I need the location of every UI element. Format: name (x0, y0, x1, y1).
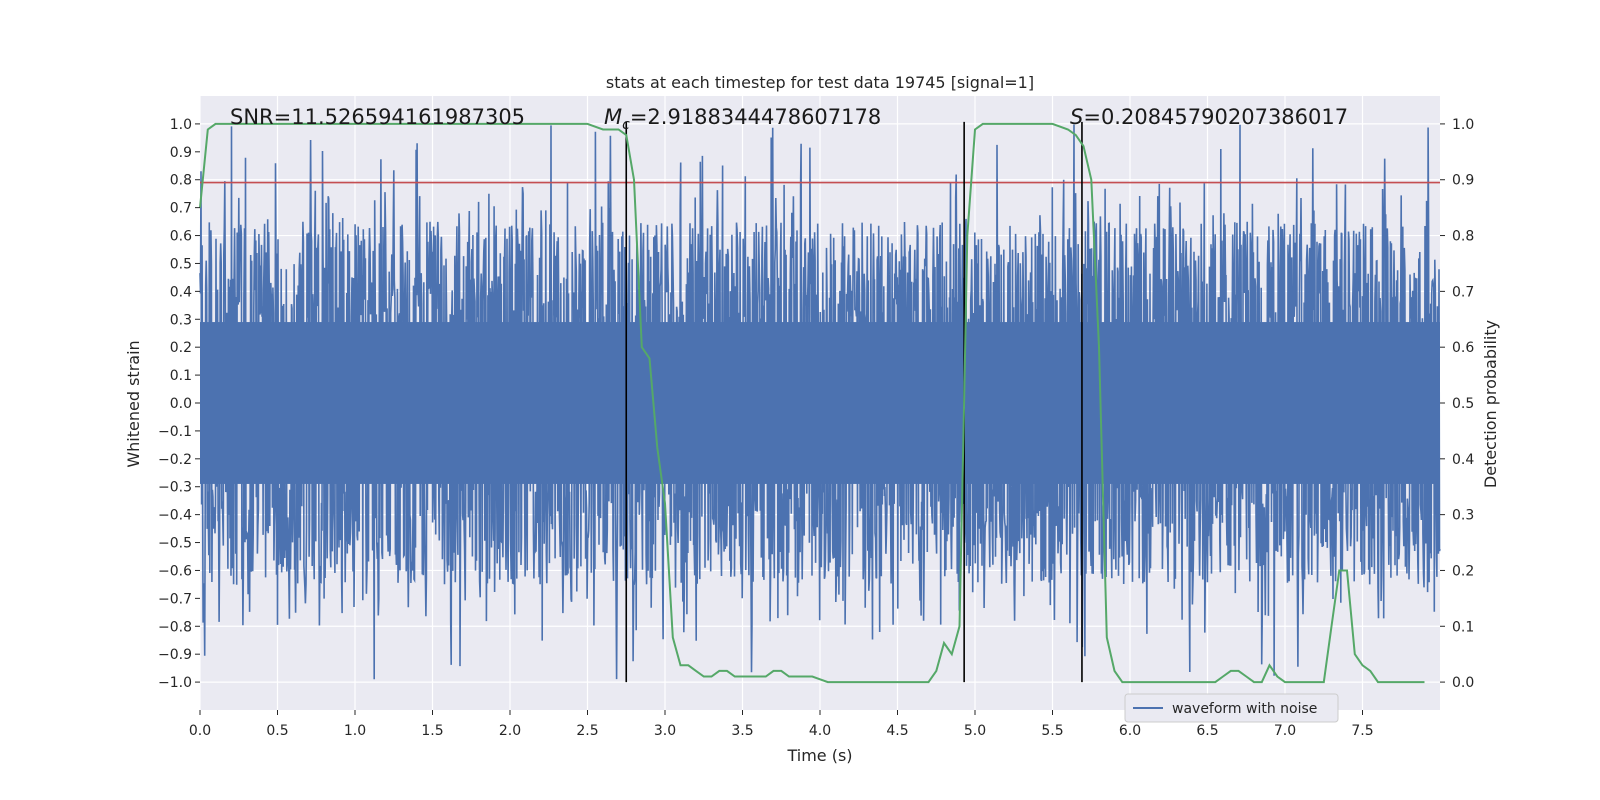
y2-tick-label-2: 0.8 (1452, 229, 1474, 245)
x-tick-label-0: 0.0 (189, 723, 211, 739)
waveform-series (199, 124, 1441, 680)
y-tick-label-15: −0.5 (158, 536, 192, 552)
y-tick-label-11: −0.1 (158, 424, 192, 440)
x-tick-label-4: 2.0 (499, 723, 521, 739)
x-tick-label-7: 3.5 (731, 723, 753, 739)
s-symbol: S (1070, 105, 1083, 129)
s-value: =0.20845790207386017 (1083, 105, 1348, 129)
y-tick-label-14: −0.4 (158, 508, 192, 524)
chirp-mass-value: =2.9188344478607178 (630, 105, 881, 129)
chart-title: stats at each timestep for test data 197… (606, 73, 1034, 92)
y2-tick-label-6: 0.4 (1452, 452, 1474, 468)
x-tick-label-2: 1.0 (344, 723, 366, 739)
y2-tick-label-4: 0.6 (1452, 340, 1474, 356)
probability-series (199, 122, 1425, 684)
y-tick-label-8: 0.2 (170, 340, 192, 356)
x-tick-label-1: 0.5 (266, 723, 288, 739)
y-tick-label-2: 0.8 (170, 173, 192, 189)
x-tick-label-8: 4.0 (809, 723, 831, 739)
y-tick-label-10: 0.0 (170, 396, 192, 412)
probability-line (199, 122, 1425, 684)
y-tick-label-16: −0.6 (158, 563, 192, 579)
y2-tick-label-10: 0.0 (1452, 675, 1474, 691)
s-annotation: S=0.20845790207386017 (1070, 105, 1348, 129)
y-tick-label-6: 0.4 (170, 284, 192, 300)
y2-tick-label-1: 0.9 (1452, 173, 1474, 189)
y-tick-label-7: 0.3 (170, 312, 192, 328)
y-tick-label-9: 0.1 (170, 368, 192, 384)
y-axis-label: Whitened strain (124, 340, 143, 467)
y-tick-label-13: −0.3 (158, 480, 192, 496)
y2-tick-label-9: 0.1 (1452, 619, 1474, 635)
snr-annotation: SNR=11.526594161987305 (230, 105, 525, 129)
legend-box (1124, 693, 1339, 723)
chirp-mass-annotation: Mc=2.9188344478607178 (604, 105, 881, 133)
y-tick-label-18: −0.8 (158, 619, 192, 635)
x-tick-label-6: 3.0 (654, 723, 676, 739)
y-tick-label-12: −0.2 (158, 452, 192, 468)
x-tick-label-9: 4.5 (886, 723, 908, 739)
y-tick-label-20: −1.0 (158, 675, 192, 691)
y2-tick-label-8: 0.2 (1452, 563, 1474, 579)
x-tick-label-3: 1.5 (421, 723, 443, 739)
chirp-mass-symbol: M (604, 105, 622, 129)
x-tick-label-15: 7.5 (1351, 723, 1373, 739)
y2-tick-label-5: 0.5 (1452, 396, 1474, 412)
x-tick-label-5: 2.5 (576, 723, 598, 739)
y-tick-label-19: −0.9 (158, 647, 192, 663)
legend: waveform with noise (1124, 693, 1339, 723)
x-tick-label-11: 5.5 (1041, 723, 1063, 739)
y2-axis-label: Detection probability (1481, 320, 1500, 488)
legend-label: waveform with noise (1172, 701, 1317, 717)
y-tick-label-5: 0.5 (170, 256, 192, 272)
chirp-mass-subscript: c (622, 117, 630, 133)
y-tick-label-1: 0.9 (170, 145, 192, 161)
x-tick-label-13: 6.5 (1196, 723, 1218, 739)
y2-tick-label-0: 1.0 (1452, 117, 1474, 133)
x-tick-labels: 0.0 0.5 1.0 1.5 2.0 2.5 3.0 3.5 4.0 4.5 5.0 5.5 6.0 6… (189, 710, 1374, 739)
x-tick-label-12: 6.0 (1119, 723, 1141, 739)
y-tick-label-4: 0.6 (170, 229, 192, 245)
y2-tick-label-3: 0.7 (1452, 284, 1474, 300)
y-tick-label-0: 1.0 (170, 117, 192, 133)
waveform-core (200, 322, 1440, 484)
y2-tick-label-7: 0.3 (1452, 508, 1474, 524)
y-tick-label-17: −0.7 (158, 591, 192, 607)
y-tick-labels: 1.0 0.9 0.8 0.7 0.6 0.5 0.4 0.3 0.2 0.1 0.0 −0.1 −0.… (158, 117, 200, 691)
y-tick-label-3: 0.7 (170, 201, 192, 217)
y2-tick-labels: 1.0 0.9 0.8 0.7 0.6 0.5 0.4 0.3 0.2 0.1 0.0 (1440, 117, 1474, 691)
x-axis-label: Time (s) (786, 746, 852, 765)
x-tick-label-10: 5.0 (964, 723, 986, 739)
x-tick-label-14: 7.0 (1274, 723, 1296, 739)
